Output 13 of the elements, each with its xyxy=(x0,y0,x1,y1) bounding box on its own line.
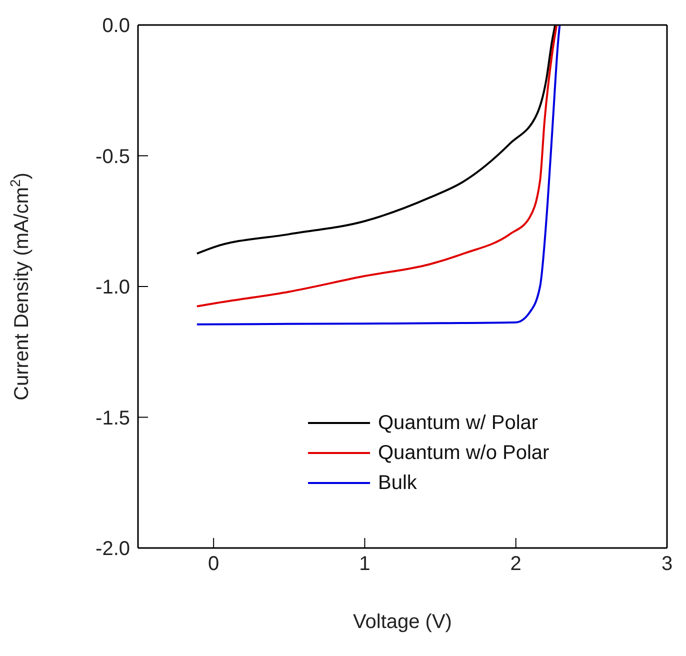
y-tick-label: -1.5 xyxy=(96,407,130,430)
legend-label: Quantum w/ Polar xyxy=(378,412,538,434)
y-tick-label: 0.0 xyxy=(102,15,130,38)
x-axis-title: Voltage (V) xyxy=(353,611,452,633)
y-tick-label: -2.0 xyxy=(96,538,130,560)
x-tick-label: 2 xyxy=(510,553,522,576)
x-tick-label: 0 xyxy=(208,553,220,576)
legend-label: Quantum w/o Polar xyxy=(378,442,550,464)
legend-label: Bulk xyxy=(378,472,417,494)
y-tick-label: -1.0 xyxy=(96,276,130,299)
x-tick-label: 3 xyxy=(661,553,673,576)
y-tick-label: -0.5 xyxy=(96,146,130,168)
x-tick-label: 1 xyxy=(359,553,370,576)
